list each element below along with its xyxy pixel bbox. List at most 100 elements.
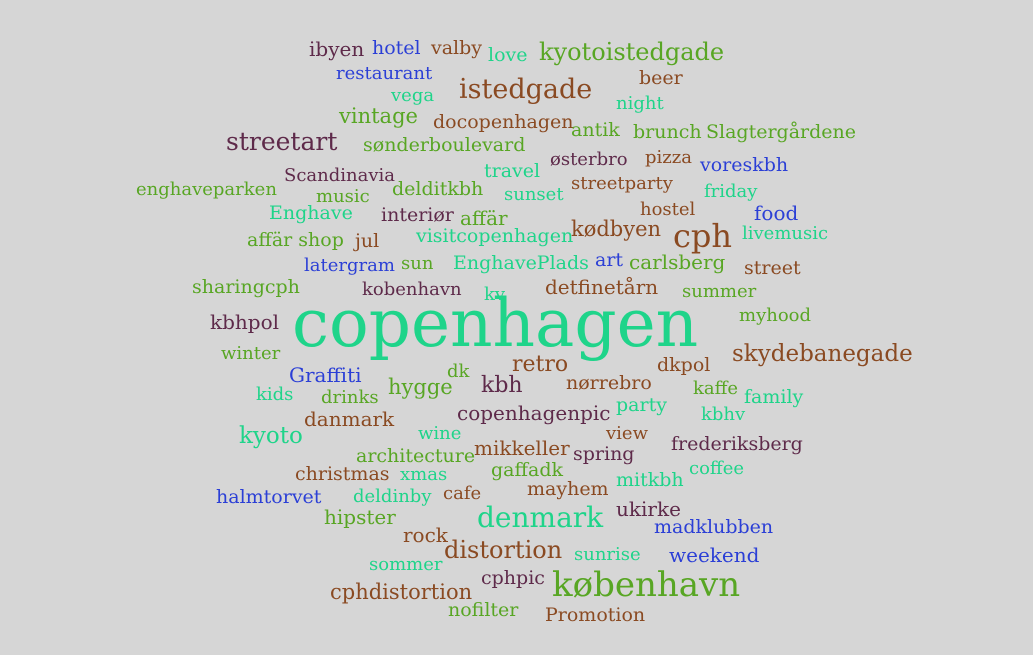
word-kbh: kbh (481, 373, 523, 398)
word-kaffe: kaffe (693, 378, 739, 399)
word-deldinby: deldinby (353, 486, 432, 507)
word-mikkeller: mikkeller (474, 436, 570, 460)
word-madklubben: madklubben (654, 516, 774, 538)
word-skydebanegade: skydebanegade (732, 341, 913, 367)
word-food: food (754, 201, 799, 225)
word-slagtergardene: Slagtergårdene (706, 121, 857, 143)
word-cphdistortion: cphdistortion (330, 580, 473, 604)
word-kobenhavn: kobenhavn (362, 279, 462, 300)
word-dkpol: dkpol (657, 354, 711, 376)
word-kbhv: kbhv (701, 404, 746, 425)
word-vega: vega (391, 85, 435, 106)
word-sunset: sunset (504, 184, 564, 205)
word-brunch: brunch (633, 121, 702, 143)
word-drinks: drinks (321, 387, 379, 408)
word-docopenhagen: docopenhagen (433, 111, 574, 133)
word-hipster: hipster (324, 505, 396, 529)
word-detfinetarn: detfinetårn (545, 275, 659, 299)
word-kobenhavn: københavn (552, 565, 741, 605)
word-voreskbh: voreskbh (700, 154, 789, 176)
word-xmas: xmas (400, 464, 448, 485)
word-antik: antik (571, 119, 620, 141)
word-affar-shop: affär shop (247, 229, 344, 251)
word-istedgade: istedgade (459, 74, 593, 105)
word-night: night (616, 93, 664, 114)
word-cafe: cafe (443, 483, 482, 504)
word-myhood: myhood (739, 305, 812, 326)
word-vintage: vintage (339, 104, 418, 128)
word-hygge: hygge (388, 375, 453, 399)
word-latergram: latergram (304, 255, 395, 276)
word-architecture: architecture (356, 445, 476, 467)
word-kyotoistedgade: kyotoistedgade (539, 38, 725, 66)
word-street: street (744, 257, 801, 279)
word-sonderboulevard: sønderboulevard (363, 134, 526, 156)
word-weekend: weekend (669, 543, 760, 567)
word-winter: winter (221, 343, 281, 364)
word-family: family (744, 386, 804, 408)
word-interior: interiør (381, 204, 454, 226)
word-kids: kids (256, 384, 294, 405)
word-gaffadk: gaffadk (491, 459, 563, 481)
word-streetparty: streetparty (571, 173, 673, 194)
word-norrebro: nørrebro (566, 372, 652, 394)
word-pizza: pizza (645, 147, 692, 168)
word-coffee: coffee (689, 458, 745, 479)
word-mayhem: mayhem (527, 478, 609, 500)
word-view: view (606, 423, 648, 444)
word-hostel: hostel (640, 199, 696, 220)
word-music: music (316, 186, 370, 207)
word-carlsberg: carlsberg (629, 250, 726, 274)
word-enghaveparken: enghaveparken (136, 179, 277, 200)
word-sunrise: sunrise (574, 544, 641, 565)
word-restaurant: restaurant (336, 63, 433, 84)
word-kodbyen: kødbyen (571, 217, 662, 241)
word-travel: travel (484, 160, 541, 182)
word-sun: sun (401, 253, 434, 274)
word-cph: cph (673, 217, 733, 255)
word-christmas: christmas (295, 463, 390, 485)
word-enghave: Enghave (269, 202, 353, 224)
word-art: art (595, 249, 624, 271)
word-sommer: sommer (369, 554, 443, 575)
word-nofilter: nofilter (448, 599, 519, 621)
word-kbhpol: kbhpol (210, 310, 280, 334)
word-spring: spring (573, 443, 635, 465)
word-osterbro: østerbro (550, 149, 628, 170)
word-summer: summer (682, 281, 757, 302)
word-wine: wine (418, 423, 462, 444)
word-valby: valby (431, 37, 483, 59)
word-affar: affär (460, 206, 508, 230)
word-distortion: distortion (444, 536, 563, 564)
word-ukirke: ukirke (616, 497, 681, 521)
word-streetart: streetart (226, 127, 338, 156)
word-rock: rock (403, 523, 448, 547)
word-mitkbh: mitkbh (616, 469, 684, 491)
word-friday: friday (704, 181, 758, 202)
word-kv: kv (484, 284, 506, 305)
word-kyoto: kyoto (239, 423, 303, 449)
word-danmark: danmark (304, 407, 395, 431)
word-sharingcph: sharingcph (192, 276, 300, 298)
word-copenhagenpic: copenhagenpic (457, 401, 611, 425)
word-party: party (616, 394, 667, 416)
word-scandinavia: Scandinavia (284, 165, 395, 186)
word-cphpic: cphpic (481, 567, 545, 589)
word-hotel: hotel (372, 37, 421, 59)
word-frederiksberg: frederiksberg (671, 433, 803, 455)
word-graffiti: Graffiti (289, 363, 362, 387)
word-retro: retro (512, 352, 569, 377)
word-visitcopenhagen: visitcopenhagen (416, 225, 574, 247)
word-delditkbh: delditkbh (392, 178, 484, 200)
word-copenhagen: copenhagen (292, 285, 699, 362)
word-enghaveplads: EnghavePlads (453, 252, 589, 274)
word-dk: dk (447, 361, 470, 382)
word-promotion: Promotion (545, 604, 646, 626)
word-love: love (488, 44, 528, 66)
word-halmtorvet: halmtorvet (216, 486, 322, 508)
word-denmark: denmark (477, 501, 604, 534)
word-jul: jul (355, 230, 380, 252)
word-livemusic: livemusic (742, 223, 829, 244)
word-beer: beer (639, 67, 683, 89)
